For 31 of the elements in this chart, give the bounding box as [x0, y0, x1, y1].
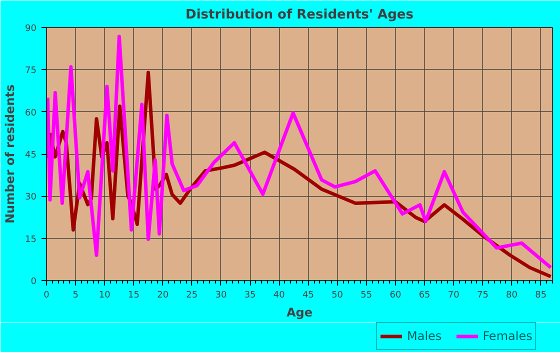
x-tick-label: 60: [390, 290, 402, 300]
x-tick-label: 45: [302, 290, 314, 300]
x-tick-label: 5: [72, 290, 78, 300]
x-tick-label: 65: [418, 290, 430, 300]
legend-label: Females: [482, 329, 532, 343]
x-tick-label: 85: [535, 290, 547, 300]
x-tick-label: 75: [476, 290, 488, 300]
x-axis-title: Age: [286, 306, 313, 320]
x-tick-label: 10: [98, 290, 111, 300]
x-tick-label: 35: [244, 290, 256, 300]
x-tick-label: 30: [215, 290, 227, 300]
x-tick-label: 20: [157, 290, 169, 300]
x-tick-label: 70: [448, 290, 460, 300]
y-axis-title: Number of residents: [3, 84, 18, 224]
y-tick-label: 90: [25, 24, 37, 34]
y-tick-label: 75: [25, 66, 36, 76]
line-series: [46, 34, 552, 270]
y-tick-label: 0: [30, 277, 37, 287]
legend-label: Males: [407, 329, 442, 343]
x-tick-label: 80: [506, 290, 518, 300]
x-tick-label: 0: [44, 290, 50, 300]
x-tick-label: 50: [332, 290, 344, 300]
chart-title: Distribution of Residents' Ages: [186, 8, 414, 22]
x-tick-label: 55: [360, 290, 372, 300]
x-tick-label: 25: [186, 290, 198, 300]
y-tick-label: 45: [25, 150, 36, 160]
x-tick-label: 15: [128, 290, 140, 300]
y-tick-label: 15: [25, 234, 36, 245]
x-tick-label: 40: [273, 290, 286, 300]
y-tick-label: 30: [25, 192, 37, 203]
y-tick-label: 60: [25, 108, 37, 118]
